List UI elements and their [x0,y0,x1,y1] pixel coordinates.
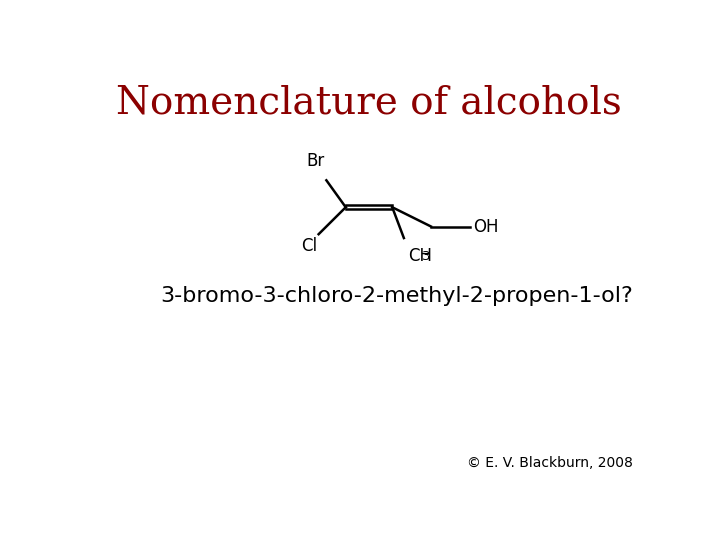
Text: CH: CH [408,247,432,265]
Text: 3-bromo-3-chloro-2-methyl-2-propen-1-ol?: 3-bromo-3-chloro-2-methyl-2-propen-1-ol? [160,286,632,306]
Text: Nomenclature of alcohols: Nomenclature of alcohols [116,85,622,122]
Text: 3: 3 [422,249,431,262]
Text: Cl: Cl [301,237,317,255]
Text: Br: Br [307,152,325,170]
Text: © E. V. Blackburn, 2008: © E. V. Blackburn, 2008 [467,456,632,470]
Text: OH: OH [473,218,498,235]
